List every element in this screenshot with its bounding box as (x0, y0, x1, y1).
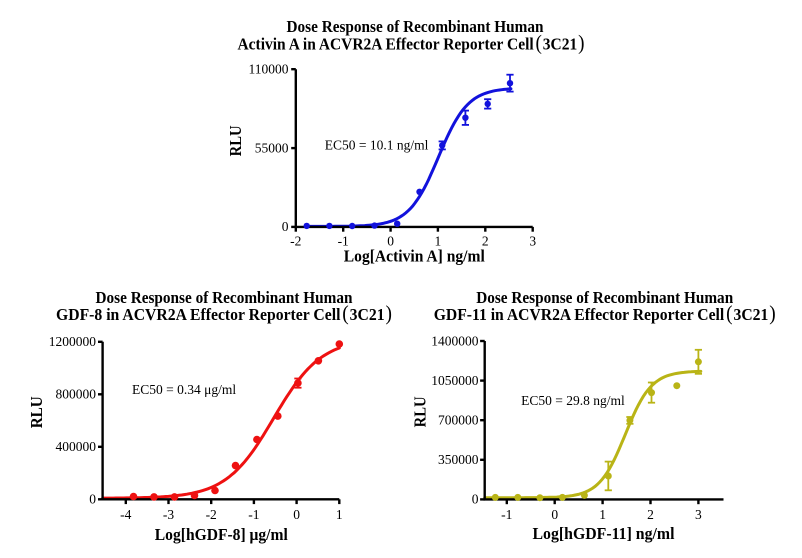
svg-text:Log[hGDF-11] ng/ml: Log[hGDF-11] ng/ml (533, 524, 675, 543)
svg-text:RLU: RLU (226, 125, 245, 156)
svg-text:1050000: 1050000 (431, 373, 479, 388)
svg-text:-2: -2 (290, 233, 301, 248)
svg-text:400000: 400000 (56, 439, 97, 454)
svg-text:3: 3 (695, 507, 702, 522)
svg-text:0: 0 (293, 507, 300, 522)
svg-text:Log[hGDF-8] μg/ml: Log[hGDF-8] μg/ml (155, 525, 288, 544)
svg-text:Dose Response of Recombinant H: Dose Response of Recombinant Human (287, 17, 544, 36)
svg-text:110000: 110000 (249, 62, 289, 77)
svg-text:350000: 350000 (438, 452, 479, 467)
svg-text:800000: 800000 (56, 387, 97, 402)
svg-text:1: 1 (599, 507, 606, 522)
svg-text:RLU: RLU (27, 396, 46, 428)
svg-text:0: 0 (551, 507, 558, 522)
svg-text:EC50 = 29.8 ng/ml: EC50 = 29.8 ng/ml (521, 393, 625, 408)
svg-text:EC50 = 0.34 μg/ml: EC50 = 0.34 μg/ml (132, 382, 236, 397)
svg-text:-1: -1 (248, 507, 259, 522)
svg-text:1400000: 1400000 (431, 333, 479, 348)
svg-text:-3: -3 (163, 507, 174, 522)
svg-text:Dose Response of Recombinant H: Dose Response of Recombinant Human (96, 288, 353, 307)
svg-text:-4: -4 (120, 507, 131, 522)
svg-text:0: 0 (282, 219, 289, 234)
svg-text:GDF-11 in ACVR2A Effector Repo: GDF-11 in ACVR2A Effector Reporter Cell(… (434, 301, 776, 325)
svg-text:3: 3 (529, 233, 536, 248)
svg-text:0: 0 (89, 492, 96, 507)
svg-text:Activin A in ACVR2A Effector R: Activin A in ACVR2A Effector Reporter Ce… (238, 31, 585, 55)
svg-text:700000: 700000 (438, 413, 479, 428)
svg-text:EC50 = 10.1 ng/ml: EC50 = 10.1 ng/ml (325, 137, 429, 152)
svg-text:1: 1 (336, 507, 343, 522)
svg-text:2: 2 (482, 233, 489, 248)
svg-text:2: 2 (647, 507, 654, 522)
svg-text:1200000: 1200000 (49, 334, 97, 349)
svg-text:Log[Activin A] ng/ml: Log[Activin A] ng/ml (344, 247, 485, 266)
svg-text:-1: -1 (338, 233, 349, 248)
svg-text:1: 1 (435, 233, 442, 248)
svg-text:RLU: RLU (410, 396, 429, 427)
svg-text:-2: -2 (206, 507, 217, 522)
svg-text:55000: 55000 (255, 140, 289, 155)
svg-text:-1: -1 (501, 507, 512, 522)
svg-text:0: 0 (472, 492, 479, 507)
svg-text:GDF-8 in ACVR2A Effector Repor: GDF-8 in ACVR2A Effector Reporter Cell(3… (56, 301, 392, 325)
svg-text:0: 0 (387, 233, 394, 248)
svg-text:Dose Response of Recombinant H: Dose Response of Recombinant Human (476, 288, 733, 307)
